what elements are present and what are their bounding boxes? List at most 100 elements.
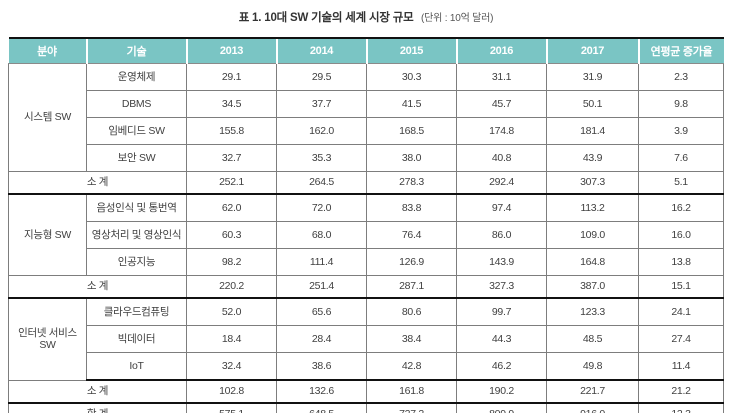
subtotal-value-cell: 307.3 xyxy=(546,171,639,195)
subtotal-value-cell: 264.5 xyxy=(276,171,367,195)
row-os: 시스템 SW 운영체제 29.1 29.5 30.3 31.1 31.9 2.3 xyxy=(8,63,724,172)
value-cell: 16.0 xyxy=(638,221,724,249)
value-cell: 16.2 xyxy=(638,193,724,222)
row-subtotal-internet: 소 계 102.8 132.6 161.8 190.2 221.7 21.2 xyxy=(8,379,724,404)
value-cell: 40.8 xyxy=(456,144,547,172)
value-cell: 50.1 xyxy=(546,90,639,118)
row-cloud-computing: 인터넷 서비스 SW 클라우드컴퓨팅 52.0 65.6 80.6 99.7 1… xyxy=(8,297,724,381)
value-cell: 83.8 xyxy=(366,193,457,222)
value-cell: 123.3 xyxy=(546,297,639,326)
row-iot: IoT 32.4 38.6 42.8 46.2 49.8 11.4 xyxy=(9,352,724,381)
value-cell: 164.8 xyxy=(546,248,639,276)
tech-cell: 음성인식 및 통번역 xyxy=(86,193,187,222)
value-cell: 126.9 xyxy=(366,248,457,276)
value-cell: 143.9 xyxy=(456,248,547,276)
market-size-table: 분야 기술 2013 2014 2015 2016 2017 연평균 증가율 시… xyxy=(8,37,724,413)
value-cell: 32.4 xyxy=(186,352,277,381)
tech-cell: 영상처리 및 영상인식 xyxy=(86,221,187,249)
col-header-tech: 기술 xyxy=(85,37,187,64)
total-value-cell: 727.2 xyxy=(366,402,457,413)
value-cell: 18.4 xyxy=(186,325,277,353)
value-cell: 49.8 xyxy=(546,352,639,381)
value-cell: 44.3 xyxy=(456,325,547,353)
value-cell: 29.5 xyxy=(276,63,367,91)
value-cell: 46.2 xyxy=(456,352,547,381)
col-header-cagr: 연평균 증가율 xyxy=(637,37,724,64)
col-header-2017: 2017 xyxy=(545,37,639,64)
subtotal-value-cell: 161.8 xyxy=(366,379,457,404)
value-cell: 45.7 xyxy=(456,90,547,118)
value-cell: 72.0 xyxy=(276,193,367,222)
value-cell: 42.8 xyxy=(366,352,457,381)
subtotal-value-cell: 252.1 xyxy=(186,171,277,195)
col-header-2013: 2013 xyxy=(185,37,277,64)
value-cell: 111.4 xyxy=(276,248,367,276)
subtotal-value-cell: 220.2 xyxy=(186,275,277,299)
subtotal-value-cell: 102.8 xyxy=(186,379,277,404)
value-cell: 155.8 xyxy=(186,117,277,145)
row-subtotal-intelligent: 소 계 220.2 251.4 287.1 327.3 387.0 15.1 xyxy=(8,275,724,299)
row-subtotal-system: 소 계 252.1 264.5 278.3 292.4 307.3 5.1 xyxy=(8,171,724,195)
row-embedded-sw: 임베디드 SW 155.8 162.0 168.5 174.8 181.4 3.… xyxy=(9,117,724,145)
tech-cell: 인공지능 xyxy=(86,248,187,276)
subtotal-label-cell: 소 계 xyxy=(8,379,187,404)
value-cell: 28.4 xyxy=(276,325,367,353)
value-cell: 34.5 xyxy=(186,90,277,118)
subtotal-value-cell: 190.2 xyxy=(456,379,547,404)
value-cell: 32.7 xyxy=(186,144,277,172)
value-cell: 30.3 xyxy=(366,63,457,91)
total-label-cell: 합 계 xyxy=(8,402,187,413)
total-value-cell: 575.1 xyxy=(186,402,277,413)
subtotal-label-cell: 소 계 xyxy=(8,275,187,299)
value-cell: 38.6 xyxy=(276,352,367,381)
value-cell: 80.6 xyxy=(366,297,457,326)
value-cell: 162.0 xyxy=(276,117,367,145)
row-security-sw: 보안 SW 32.7 35.3 38.0 40.8 43.9 7.6 xyxy=(9,144,724,172)
value-cell: 99.7 xyxy=(456,297,547,326)
value-cell: 65.6 xyxy=(276,297,367,326)
value-cell: 31.1 xyxy=(456,63,547,91)
row-dbms: DBMS 34.5 37.7 41.5 45.7 50.1 9.8 xyxy=(9,90,724,118)
tech-cell: 빅데이터 xyxy=(86,325,187,353)
subtotal-value-cell: 387.0 xyxy=(546,275,639,299)
row-image-processing: 영상처리 및 영상인식 60.3 68.0 76.4 86.0 109.0 16… xyxy=(9,221,724,249)
subtotal-value-cell: 278.3 xyxy=(366,171,457,195)
value-cell: 13.8 xyxy=(638,248,724,276)
value-cell: 48.5 xyxy=(546,325,639,353)
subtotal-value-cell: 15.1 xyxy=(638,275,724,299)
col-header-2015: 2015 xyxy=(365,37,457,64)
total-value-cell: 12.3 xyxy=(638,402,724,413)
row-speech-recognition: 지능형 SW 음성인식 및 통번역 62.0 72.0 83.8 97.4 11… xyxy=(8,193,724,276)
col-header-2016: 2016 xyxy=(455,37,547,64)
total-value-cell: 809.9 xyxy=(456,402,547,413)
col-header-field: 분야 xyxy=(8,37,87,64)
total-value-cell: 648.5 xyxy=(276,402,367,413)
total-value-cell: 916.0 xyxy=(546,402,639,413)
row-ai: 인공지능 98.2 111.4 126.9 143.9 164.8 13.8 xyxy=(9,248,724,276)
field-cell-intelligent-sw: 지능형 SW xyxy=(8,193,87,276)
subtotal-value-cell: 5.1 xyxy=(638,171,724,195)
value-cell: 52.0 xyxy=(186,297,277,326)
value-cell: 68.0 xyxy=(276,221,367,249)
tech-cell: 임베디드 SW xyxy=(86,117,187,145)
value-cell: 31.9 xyxy=(546,63,639,91)
value-cell: 60.3 xyxy=(186,221,277,249)
value-cell: 9.8 xyxy=(638,90,724,118)
tech-cell: 보안 SW xyxy=(86,144,187,172)
field-cell-internet-service-sw: 인터넷 서비스 SW xyxy=(8,297,87,381)
value-cell: 43.9 xyxy=(546,144,639,172)
field-cell-system-sw: 시스템 SW xyxy=(8,63,87,172)
value-cell: 174.8 xyxy=(456,117,547,145)
row-big-data: 빅데이터 18.4 28.4 38.4 44.3 48.5 27.4 xyxy=(9,325,724,353)
table-title-unit: (단위 : 10억 달러) xyxy=(421,13,494,24)
subtotal-value-cell: 221.7 xyxy=(546,379,639,404)
value-cell: 24.1 xyxy=(638,297,724,326)
value-cell: 29.1 xyxy=(186,63,277,91)
value-cell: 181.4 xyxy=(546,117,639,145)
tech-cell: 클라우드컴퓨팅 xyxy=(86,297,187,326)
value-cell: 97.4 xyxy=(456,193,547,222)
subtotal-value-cell: 21.2 xyxy=(638,379,724,404)
subtotal-value-cell: 287.1 xyxy=(366,275,457,299)
subtotal-value-cell: 327.3 xyxy=(456,275,547,299)
subtotal-value-cell: 292.4 xyxy=(456,171,547,195)
